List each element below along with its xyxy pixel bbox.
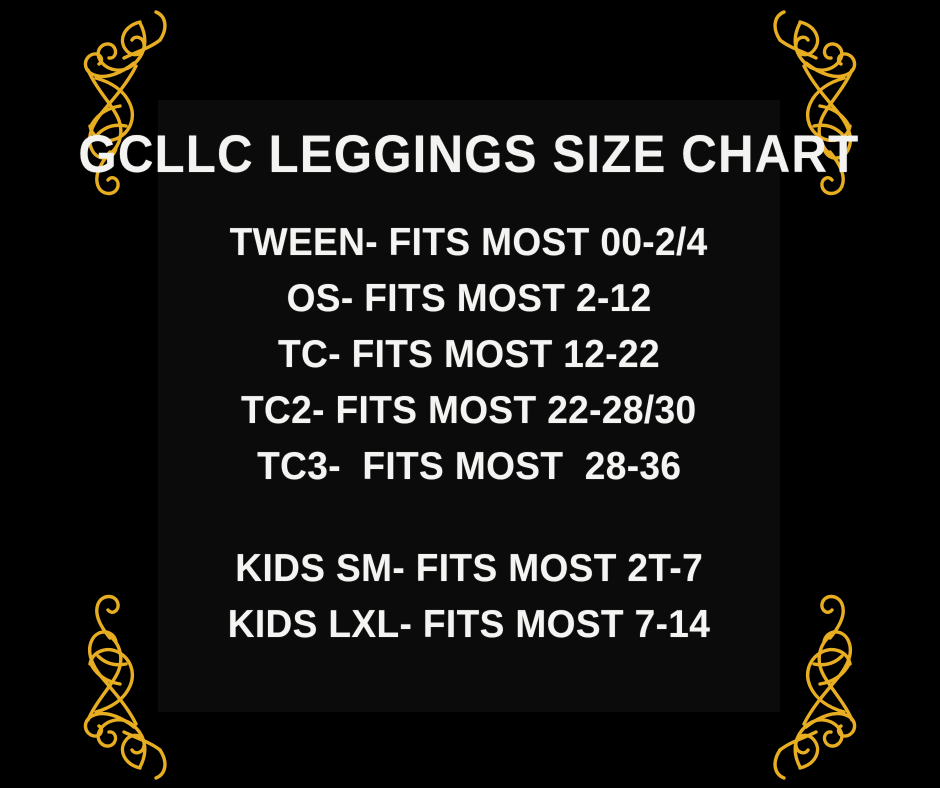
list-item: TC2- FITS MOST 22-28/30 (241, 389, 697, 432)
chart-content: GCLLC LEGGINGS SIZE CHART TWEEN- FITS MO… (79, 100, 859, 712)
list-item: KIDS LXL- FITS MOST 7-14 (227, 603, 711, 646)
list-item: TWEEN- FITS MOST 00-2/4 (229, 221, 709, 264)
list-item: TC- FITS MOST 12-22 (278, 333, 660, 376)
list-item: OS- FITS MOST 2-12 (286, 277, 652, 320)
list-item: KIDS SM- FITS MOST 2T-7 (235, 547, 703, 590)
inner-panel (158, 100, 780, 712)
adult-size-list: TWEEN- FITS MOST 00-2/4 OS- FITS MOST 2-… (217, 215, 720, 495)
list-item: TC3- FITS MOST 28-36 (256, 445, 682, 488)
kids-size-list: KIDS SM- FITS MOST 2T-7 KIDS LXL- FITS M… (215, 541, 723, 653)
page-title: GCLLC LEGGINGS SIZE CHART (78, 125, 860, 184)
